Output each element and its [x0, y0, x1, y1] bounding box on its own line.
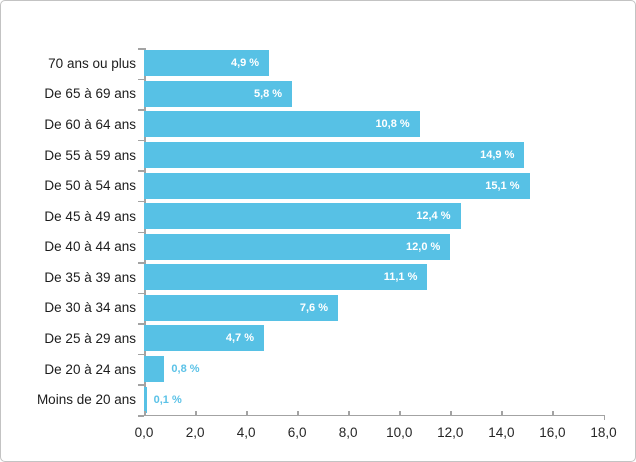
- category-label: Moins de 20 ans: [36, 392, 136, 408]
- value-label: 12,4 %: [416, 210, 451, 223]
- category-label: De 60 à 64 ans: [44, 116, 136, 132]
- bar: 5,8 %: [144, 80, 293, 107]
- value-label: 5,8 %: [253, 87, 283, 100]
- value-label: 4,7 %: [225, 332, 254, 345]
- bar-track: 14,9 %: [144, 142, 635, 169]
- x-tick-label: 2,0: [185, 425, 205, 440]
- bar-rows: 70 ans ou plus 4,9 % De 65 à 69 ans 5,8 …: [1, 48, 635, 415]
- y-axis-line: [144, 48, 146, 416]
- bar-row: De 50 à 54 ans 15,1 %: [1, 170, 635, 201]
- bar-row: De 35 à 39 ans 11,1 %: [1, 262, 635, 293]
- bar-track: 5,8 %: [144, 80, 635, 107]
- value-label: 4,9 %: [230, 57, 260, 70]
- value-label: 14,9 %: [480, 149, 515, 162]
- value-label: 11,1 %: [383, 271, 418, 284]
- bar: 12,0 %: [144, 233, 451, 260]
- value-label: 0,8 %: [171, 363, 200, 376]
- value-label: 7,6 %: [299, 301, 328, 314]
- x-tick-label: 14,0: [488, 425, 515, 440]
- bar: 0,1 %: [144, 386, 182, 413]
- bar-row: De 45 à 49 ans 12,4 %: [1, 201, 635, 232]
- category-label: De 35 à 39 ans: [44, 269, 136, 285]
- bar: 14,9 %: [144, 142, 525, 169]
- bar-track: 11,1 %: [144, 264, 635, 291]
- bar-track: 0,8 %: [144, 356, 635, 383]
- bar-track: 12,4 %: [144, 203, 635, 230]
- bar-track: 7,6 %: [144, 294, 635, 321]
- x-tick-label: 4,0: [236, 425, 256, 440]
- bar-row: De 60 à 64 ans 10,8 %: [1, 109, 635, 140]
- bar-row: De 55 à 59 ans 14,9 %: [1, 140, 635, 171]
- x-tick-label: 0,0: [134, 425, 154, 440]
- bar: 12,4 %: [144, 203, 461, 230]
- bar: 4,9 %: [144, 50, 270, 77]
- x-tick-label: 16,0: [539, 425, 566, 440]
- value-label: 10,8 %: [375, 118, 410, 131]
- bar: 7,6 %: [144, 294, 338, 321]
- category-label: De 55 à 59 ans: [44, 147, 136, 163]
- value-label: 0,1 %: [153, 393, 182, 406]
- bar-row: De 20 à 24 ans 0,8 %: [1, 354, 635, 385]
- bar-row: De 25 à 29 ans 4,7 %: [1, 323, 635, 354]
- value-label: 12,0 %: [406, 240, 441, 253]
- bar: 15,1 %: [144, 172, 530, 199]
- category-label: De 20 à 24 ans: [44, 361, 136, 377]
- bar-track: 4,7 %: [144, 325, 635, 352]
- category-label: De 45 à 49 ans: [44, 208, 136, 224]
- bar: 0,8 %: [144, 356, 200, 383]
- bar-track: 0,1 %: [144, 386, 635, 413]
- category-label: De 25 à 29 ans: [44, 330, 136, 346]
- bar-row: Moins de 20 ans 0,1 %: [1, 384, 635, 415]
- x-axis-line: [144, 414, 605, 416]
- bar-track: 15,1 %: [144, 172, 635, 199]
- category-label: De 50 à 54 ans: [44, 178, 136, 194]
- bar: 11,1 %: [144, 264, 428, 291]
- category-label: De 65 à 69 ans: [44, 86, 136, 102]
- bar: 4,7 %: [144, 325, 264, 352]
- x-tick-label: 12,0: [437, 425, 464, 440]
- bar-track: 4,9 %: [144, 50, 635, 77]
- x-tick-label: 8,0: [338, 425, 358, 440]
- bar-row: De 30 à 34 ans 7,6 %: [1, 293, 635, 324]
- bar-track: 10,8 %: [144, 111, 635, 138]
- bar-row: 70 ans ou plus 4,9 %: [1, 48, 635, 79]
- bar-row: De 65 à 69 ans 5,8 %: [1, 79, 635, 110]
- category-label: De 30 à 34 ans: [44, 300, 136, 316]
- bar: 10,8 %: [144, 111, 420, 138]
- x-tick-label: 18,0: [590, 425, 617, 440]
- bar-track: 12,0 %: [144, 233, 635, 260]
- category-label: De 40 à 44 ans: [44, 239, 136, 255]
- category-label: 70 ans ou plus: [48, 55, 136, 71]
- bar-row: De 40 à 44 ans 12,0 %: [1, 231, 635, 262]
- value-label: 15,1 %: [485, 179, 520, 192]
- x-tick-label: 6,0: [287, 425, 307, 440]
- x-tick-label: 10,0: [386, 425, 413, 440]
